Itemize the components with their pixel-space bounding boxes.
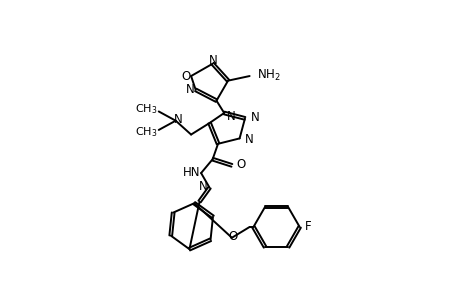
Text: O: O <box>181 70 190 83</box>
Text: N: N <box>185 83 194 96</box>
Text: N: N <box>208 54 217 67</box>
Text: N: N <box>227 110 235 123</box>
Text: O: O <box>228 230 237 243</box>
Text: N: N <box>250 111 258 124</box>
Text: CH$_3$: CH$_3$ <box>134 102 157 116</box>
Text: HN: HN <box>183 166 200 179</box>
Text: N: N <box>199 180 207 194</box>
Text: N: N <box>245 133 253 146</box>
Text: F: F <box>304 220 311 233</box>
Text: CH$_3$: CH$_3$ <box>134 125 157 139</box>
Text: NH$_2$: NH$_2$ <box>257 68 280 83</box>
Text: O: O <box>236 158 245 171</box>
Text: N: N <box>173 113 182 126</box>
